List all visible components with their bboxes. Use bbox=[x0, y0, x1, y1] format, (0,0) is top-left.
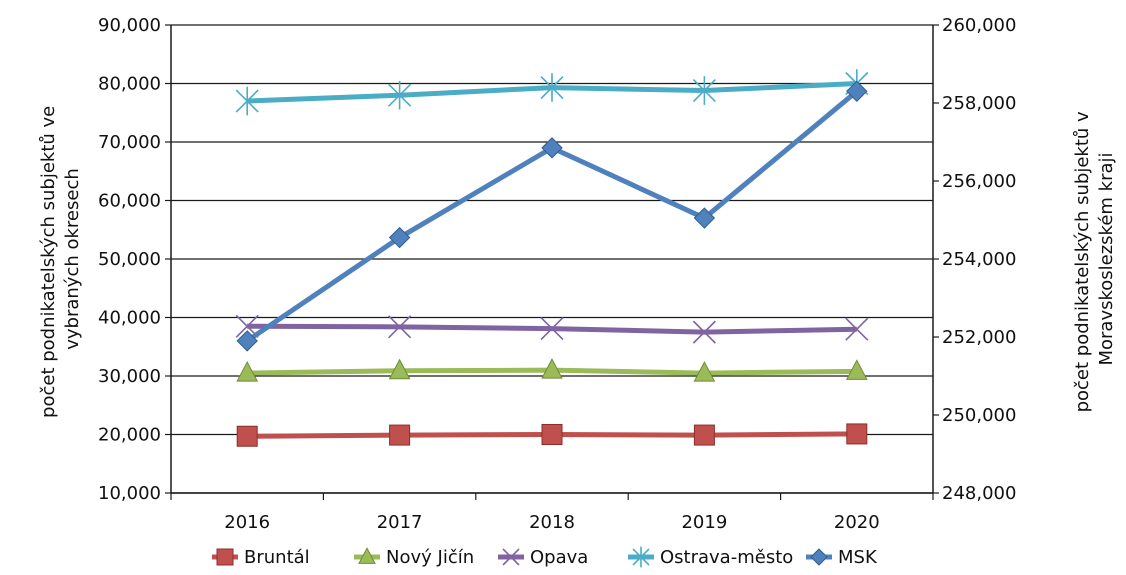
left-tick-label: 30,000 bbox=[98, 366, 161, 387]
left-axis: 10,000 20,000 30,000 40,000 50,000 60,000 70,0… bbox=[98, 15, 171, 504]
left-tick-label: 50,000 bbox=[98, 249, 161, 270]
series-marker bbox=[693, 207, 716, 229]
x-tick-label: 2020 bbox=[834, 512, 880, 533]
legend-item: Ostrava-město bbox=[628, 546, 793, 568]
series-marker bbox=[502, 548, 520, 566]
right-axis-title-line-1: počet podnikatelských subjektů v bbox=[1072, 111, 1093, 412]
series-marker bbox=[236, 361, 259, 382]
left-tick-label: 60,000 bbox=[98, 191, 161, 212]
series-marker bbox=[541, 424, 563, 445]
series-marker bbox=[845, 359, 868, 380]
legend-item: Nový Jičín bbox=[354, 547, 474, 568]
right-axis-title: počet podnikatelských subjektů v Moravsk… bbox=[1072, 106, 1117, 413]
series-msk bbox=[236, 80, 868, 352]
left-tick-label: 90,000 bbox=[98, 15, 161, 36]
x-tick-label: 2016 bbox=[224, 512, 270, 533]
left-tick-label: 70,000 bbox=[98, 132, 161, 153]
left-tick-label: 20,000 bbox=[98, 425, 161, 446]
series-marker bbox=[541, 137, 563, 159]
left-tick-label: 80,000 bbox=[98, 74, 161, 95]
left-tick-label: 40,000 bbox=[98, 308, 161, 329]
series-marker bbox=[236, 330, 258, 352]
x-axis: 2016 2017 2018 2019 2020 bbox=[170, 492, 934, 533]
left-tick-label: 10,000 bbox=[98, 483, 161, 504]
right-tick-label: 252,000 bbox=[942, 327, 1016, 348]
right-tick-label: 260,000 bbox=[942, 15, 1016, 36]
series-marker bbox=[236, 425, 258, 447]
legend: Bruntál Nový Jičín Opava Ostrava-město MSK bbox=[212, 546, 878, 568]
right-tick-label: 258,000 bbox=[942, 93, 1016, 114]
series-opava bbox=[235, 314, 869, 344]
x-tick-label: 2018 bbox=[529, 512, 575, 533]
left-axis-title-line-1: počet podnikatelských subjektů ve bbox=[38, 106, 59, 418]
series-marker bbox=[846, 80, 868, 103]
legend-label: Nový Jičín bbox=[386, 547, 474, 568]
series-marker bbox=[692, 76, 716, 105]
series-marker bbox=[540, 317, 564, 341]
series-marker bbox=[388, 315, 412, 339]
series-marker bbox=[388, 80, 412, 110]
left-axis-title-line-2: vybraných okresech bbox=[62, 168, 83, 350]
right-axis-title-line-2: Moravskoslezském kraji bbox=[1096, 152, 1117, 365]
legend-label: Opava bbox=[530, 547, 588, 568]
legend-label: MSK bbox=[838, 547, 878, 568]
series-marker bbox=[235, 86, 259, 116]
series-marker bbox=[632, 546, 650, 568]
series-ostrava-m-sto bbox=[235, 69, 869, 116]
series-marker bbox=[693, 361, 716, 382]
series-marker bbox=[810, 548, 828, 566]
legend-label: Ostrava-město bbox=[660, 547, 793, 568]
legend-label: Bruntál bbox=[244, 547, 310, 568]
series-marker bbox=[541, 358, 563, 379]
right-tick-label: 250,000 bbox=[942, 405, 1016, 426]
right-axis: 248,000 250,000 252,000 254,000 256,000 258,0… bbox=[933, 15, 1016, 504]
series-marker bbox=[358, 547, 376, 564]
legend-item: Opava bbox=[498, 547, 588, 568]
x-tick-label: 2019 bbox=[681, 512, 727, 533]
series-marker bbox=[846, 423, 868, 445]
series-nov-ji-n bbox=[236, 358, 868, 382]
series-marker bbox=[216, 548, 234, 566]
series-brunt-l bbox=[236, 423, 868, 447]
left-axis-title: počet podnikatelských subjektů ve vybran… bbox=[38, 100, 83, 418]
right-tick-label: 256,000 bbox=[942, 171, 1016, 192]
series-marker bbox=[388, 358, 411, 380]
series-line bbox=[245, 89, 859, 343]
right-tick-label: 248,000 bbox=[942, 483, 1016, 504]
series-marker bbox=[692, 320, 716, 344]
right-tick-label: 254,000 bbox=[942, 249, 1016, 270]
series-marker bbox=[388, 226, 411, 249]
x-tick-label: 2017 bbox=[377, 512, 423, 533]
legend-item: Bruntál bbox=[212, 547, 310, 568]
series bbox=[235, 69, 869, 447]
series-marker bbox=[540, 73, 564, 102]
series-marker bbox=[845, 317, 869, 341]
legend-item: MSK bbox=[806, 547, 878, 568]
series-marker bbox=[389, 424, 411, 446]
series-marker bbox=[693, 424, 715, 446]
